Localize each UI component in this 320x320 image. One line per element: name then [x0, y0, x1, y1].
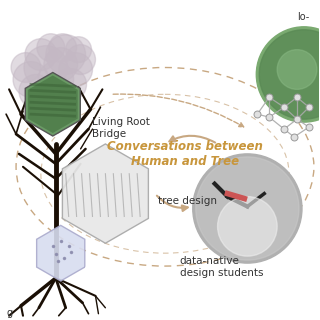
Circle shape [24, 46, 68, 89]
Circle shape [259, 30, 320, 119]
Circle shape [66, 45, 95, 75]
Circle shape [25, 39, 57, 70]
Circle shape [32, 85, 60, 113]
Text: tree design: tree design [158, 196, 217, 205]
Polygon shape [37, 225, 85, 281]
Text: Living Root
Bridge: Living Root Bridge [92, 117, 150, 139]
Circle shape [11, 52, 41, 83]
Circle shape [196, 157, 299, 260]
Text: data-native
design students: data-native design students [180, 256, 263, 278]
Circle shape [66, 37, 92, 62]
Circle shape [49, 34, 76, 61]
Circle shape [55, 68, 86, 100]
Polygon shape [62, 144, 148, 243]
Circle shape [19, 75, 53, 108]
Circle shape [38, 61, 74, 97]
Circle shape [44, 48, 77, 81]
Circle shape [13, 61, 49, 97]
Text: Conversations between
Human and Tree: Conversations between Human and Tree [107, 140, 263, 168]
Polygon shape [25, 72, 80, 136]
Circle shape [193, 154, 302, 263]
Circle shape [37, 34, 65, 61]
Circle shape [59, 52, 92, 86]
Text: lo-: lo- [297, 12, 309, 22]
Circle shape [277, 50, 317, 89]
Polygon shape [28, 76, 78, 133]
Circle shape [256, 27, 320, 122]
Text: g: g [6, 308, 12, 318]
Circle shape [46, 35, 85, 75]
Circle shape [218, 196, 277, 256]
